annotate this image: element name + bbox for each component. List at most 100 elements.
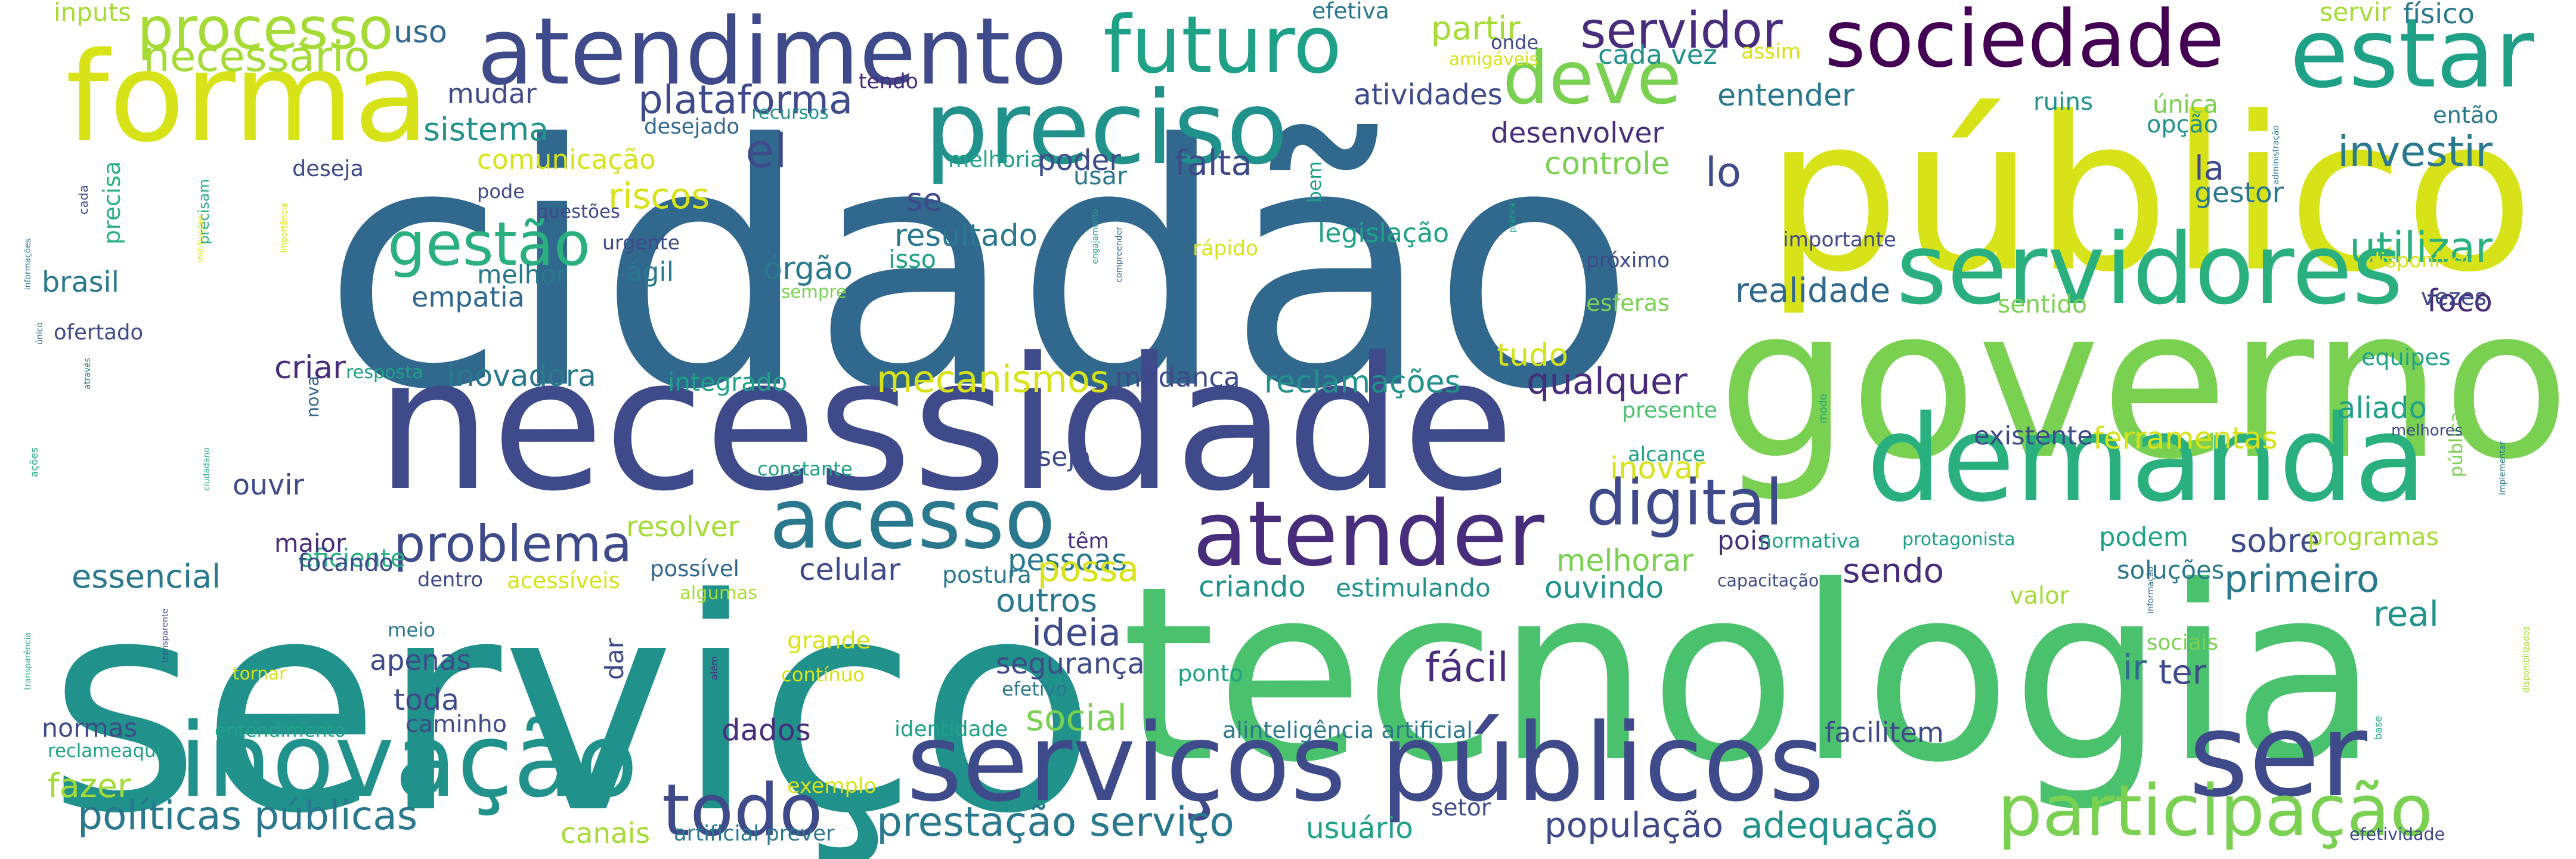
word-protagonista: protagonista bbox=[1902, 529, 2015, 550]
word-pessoas: pessoas bbox=[1008, 543, 1127, 577]
word-dentro: dentro bbox=[417, 568, 484, 591]
word-gestao: gestão bbox=[388, 209, 591, 279]
word-pratica: prática bbox=[1508, 202, 1518, 233]
word-podem: podem bbox=[2099, 523, 2188, 552]
word-la: la bbox=[2194, 149, 2224, 188]
word-recursos: recursos bbox=[751, 103, 829, 123]
word-resultado: resultado bbox=[894, 218, 1038, 254]
word-melhorar: melhorar bbox=[1556, 543, 1694, 578]
word-resposta: resposta bbox=[346, 362, 423, 383]
word-publico: público bbox=[1765, 72, 2535, 319]
word-adequacao: adequação bbox=[1741, 805, 1938, 846]
word-atendimento: atendimento bbox=[477, 0, 1067, 106]
word-toda: toda bbox=[394, 683, 460, 717]
word-partir: partir bbox=[1431, 9, 1521, 47]
word-acessiveis: acessíveis bbox=[507, 567, 620, 594]
word-ter: ter bbox=[2159, 653, 2206, 692]
word-tecnologia: tecnologia bbox=[1121, 535, 2380, 815]
word-inovadora: inovadora bbox=[447, 359, 596, 393]
word-ser: ser bbox=[2188, 688, 2368, 823]
word-vezes: vezes bbox=[2421, 284, 2487, 311]
word-efetividade: efetividade bbox=[2349, 824, 2445, 844]
word-primeiro: primeiro bbox=[2224, 557, 2379, 601]
word-servicos-publicos: serviços públicos bbox=[906, 701, 1825, 826]
word-ferramentas: ferramentas bbox=[2093, 421, 2278, 456]
word-opcao: opção bbox=[2147, 111, 2218, 138]
word-necessidade: necessidade bbox=[376, 319, 1515, 532]
word-transparente: transparente bbox=[160, 608, 170, 663]
word-entender: entender bbox=[1717, 78, 1854, 113]
word-importancia: importância bbox=[280, 202, 289, 253]
word-essencial: essencial bbox=[72, 558, 221, 595]
word-modo: modo bbox=[1818, 393, 1829, 424]
word-sempre: sempre bbox=[781, 282, 847, 302]
word-ponto: ponto bbox=[1178, 660, 1243, 687]
word-integrado: integrado bbox=[668, 367, 788, 397]
word-questoes: questões bbox=[537, 201, 620, 223]
word-problema: problema bbox=[394, 515, 632, 573]
word-cada-vez: cada vez bbox=[1598, 39, 1717, 70]
word-existente: existente bbox=[1974, 421, 2093, 451]
word-realidade: realidade bbox=[1735, 271, 1891, 310]
word-instituicoes: instituições bbox=[196, 215, 206, 262]
word-onde: onde bbox=[1491, 31, 1539, 54]
word-legislacao: legislação bbox=[1318, 218, 1450, 249]
word-sociedade: sociedade bbox=[1825, 0, 2225, 85]
word-focando: focando bbox=[298, 549, 394, 577]
word-constante: constante bbox=[757, 458, 853, 480]
word-mudar: mudar bbox=[447, 78, 537, 110]
word-criando: criando bbox=[1199, 570, 1306, 604]
word-importante: importante bbox=[1783, 228, 1896, 252]
word-ir: ir bbox=[2123, 647, 2147, 688]
word-qualquer: qualquer bbox=[1527, 361, 1688, 403]
word-maior: maior bbox=[274, 529, 346, 558]
word-base: base bbox=[2372, 715, 2384, 740]
word-ofertado: ofertado bbox=[54, 320, 144, 345]
word-urgente: urgente bbox=[602, 231, 680, 254]
word-acoes: ações bbox=[29, 447, 41, 477]
word-mecanismos: mecanismos bbox=[877, 357, 1110, 401]
word-informacao: informação bbox=[2146, 566, 2156, 614]
word-desenvolver: desenvolver bbox=[1491, 117, 1664, 150]
word-criar: criar bbox=[274, 350, 346, 386]
word-facilitem: facilitem bbox=[1825, 716, 1944, 749]
word-comunicacao: comunicação bbox=[477, 144, 656, 175]
word-facil: fácil bbox=[1425, 644, 1509, 691]
word-usuario: usuário bbox=[1306, 812, 1413, 845]
word-sistema: sistema bbox=[423, 110, 549, 148]
word-programas: programas bbox=[2308, 523, 2439, 551]
word-todo: todo bbox=[662, 770, 823, 852]
word-valor: valor bbox=[2010, 582, 2069, 610]
word-resolver: resolver bbox=[626, 511, 739, 543]
word-governo: governo bbox=[1717, 263, 2571, 505]
word-aliado: aliado bbox=[2337, 391, 2427, 425]
word-possivel: possível bbox=[650, 556, 739, 582]
word-deseja: deseja bbox=[292, 156, 364, 181]
word-social: social bbox=[1026, 698, 1127, 739]
word-falta: falta bbox=[1175, 143, 1252, 183]
word-grande: grande bbox=[787, 627, 871, 654]
word-usar: usar bbox=[1073, 162, 1127, 190]
word-se: se bbox=[906, 182, 942, 218]
word-disponiveis: disponíveis bbox=[2367, 249, 2481, 272]
word-sendo: sendo bbox=[1843, 552, 1945, 591]
word-foco: foco bbox=[2427, 283, 2493, 319]
word-poder: poder bbox=[1038, 144, 1121, 177]
word-processo: processo bbox=[137, 0, 394, 62]
word-preciso: preciso bbox=[924, 69, 1289, 187]
word-alcance: alcance bbox=[1628, 443, 1705, 466]
word-ruins: ruins bbox=[2033, 87, 2094, 116]
word-ouvir: ouvir bbox=[233, 469, 305, 502]
word-possa: possa bbox=[1038, 549, 1140, 589]
word-tornar: tornar bbox=[233, 663, 287, 684]
word-melhor: melhor bbox=[477, 260, 567, 290]
word-pode: pode bbox=[477, 180, 525, 203]
word-forma: forma bbox=[66, 26, 430, 169]
word-equipes: equipes bbox=[2361, 344, 2451, 370]
word-utilizar: utilizar bbox=[2349, 223, 2493, 272]
word-presente: presente bbox=[1622, 397, 1717, 423]
word-uso: uso bbox=[394, 15, 447, 50]
word-sentido: sentido bbox=[1998, 290, 2087, 319]
word-tem: têm bbox=[1067, 529, 1109, 554]
